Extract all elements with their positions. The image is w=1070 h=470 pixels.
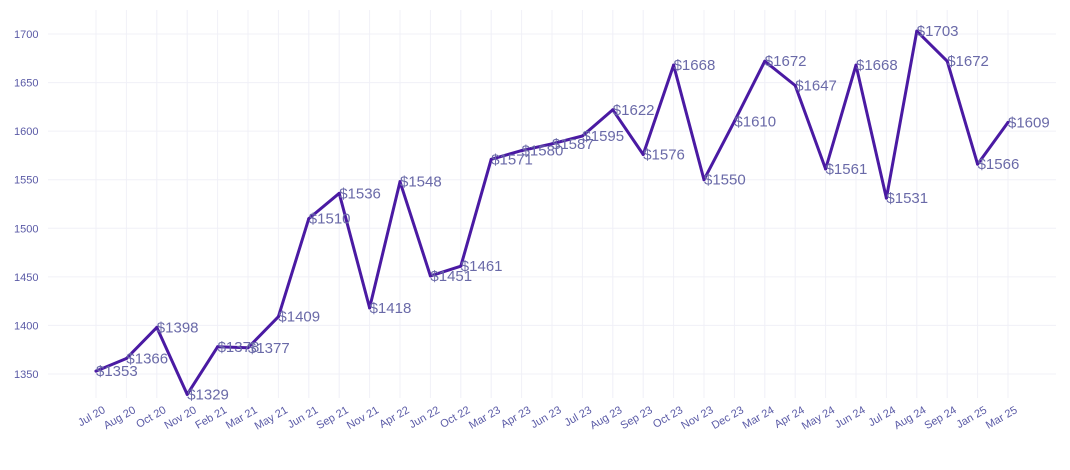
data-point <box>824 167 828 171</box>
data-point <box>611 108 615 112</box>
data-point <box>702 178 706 182</box>
data-point <box>672 63 676 67</box>
data-label: $1703 <box>917 23 959 40</box>
y-tick-label: 1400 <box>14 320 38 332</box>
data-label: $1580 <box>522 143 564 160</box>
data-label: $1668 <box>856 57 898 74</box>
data-point <box>94 369 98 373</box>
data-point <box>246 346 250 350</box>
data-point <box>763 59 767 63</box>
data-label: $1418 <box>370 300 412 317</box>
data-label: $1672 <box>947 53 989 70</box>
data-label: $1576 <box>643 146 685 163</box>
data-point <box>185 392 189 396</box>
data-point <box>580 134 584 138</box>
y-tick-label: 1500 <box>14 223 38 235</box>
data-point <box>520 149 524 153</box>
y-axis: 1350 1400 1450 1500 1550 1600 1650 1700 <box>14 29 38 381</box>
data-label: $1595 <box>582 128 624 145</box>
data-points <box>94 29 1010 396</box>
data-point <box>337 191 341 195</box>
data-label: $1461 <box>461 258 503 275</box>
y-tick-label: 1550 <box>14 175 38 187</box>
data-point <box>489 157 493 161</box>
data-point <box>1006 120 1010 124</box>
data-label: $1353 <box>96 363 138 380</box>
data-label: $1668 <box>674 57 716 74</box>
data-label: $1366 <box>126 350 168 367</box>
data-point <box>155 325 159 329</box>
data-point <box>124 356 128 360</box>
data-label: $1378 <box>218 339 260 356</box>
data-point <box>854 63 858 67</box>
data-label: $1409 <box>278 309 320 326</box>
data-point <box>428 274 432 278</box>
data-label: $1566 <box>978 156 1020 173</box>
data-point <box>945 59 949 63</box>
data-label: $1550 <box>704 172 746 189</box>
data-label: $1610 <box>734 113 776 130</box>
y-tick-label: 1650 <box>14 78 38 90</box>
data-label: $1510 <box>309 211 351 228</box>
data-point <box>793 83 797 87</box>
data-label: $1672 <box>765 53 807 70</box>
data-point <box>307 217 311 221</box>
data-label: $1561 <box>826 161 868 178</box>
data-point <box>732 119 736 123</box>
data-labels: $1353$1366 $1398 $1329 $1378$1377 $1409 $1510… <box>96 23 1050 403</box>
data-point <box>216 345 220 349</box>
data-point <box>398 180 402 184</box>
data-label: $1571 <box>491 151 533 168</box>
y-tick-label: 1450 <box>14 272 38 284</box>
data-point <box>368 306 372 310</box>
data-label: $1647 <box>795 77 837 94</box>
data-point <box>915 29 919 33</box>
data-label: $1329 <box>187 386 229 403</box>
y-tick-label: 1700 <box>14 29 38 41</box>
data-label: $1609 <box>1008 114 1050 131</box>
data-label: $1536 <box>339 185 381 202</box>
data-label: $1377 <box>248 340 290 357</box>
data-label: $1622 <box>613 102 655 119</box>
grid-lines <box>48 10 1056 398</box>
data-point <box>976 162 980 166</box>
data-point <box>884 196 888 200</box>
y-tick-label: 1350 <box>14 369 38 381</box>
data-point <box>641 152 645 156</box>
data-point <box>459 264 463 268</box>
data-point <box>550 142 554 146</box>
data-label: $1548 <box>400 174 442 191</box>
y-tick-label: 1600 <box>14 126 38 138</box>
data-point <box>276 315 280 319</box>
data-label: $1398 <box>157 319 199 336</box>
data-label: $1531 <box>886 190 928 207</box>
data-label: $1451 <box>430 268 472 285</box>
data-label: $1587 <box>552 136 594 153</box>
